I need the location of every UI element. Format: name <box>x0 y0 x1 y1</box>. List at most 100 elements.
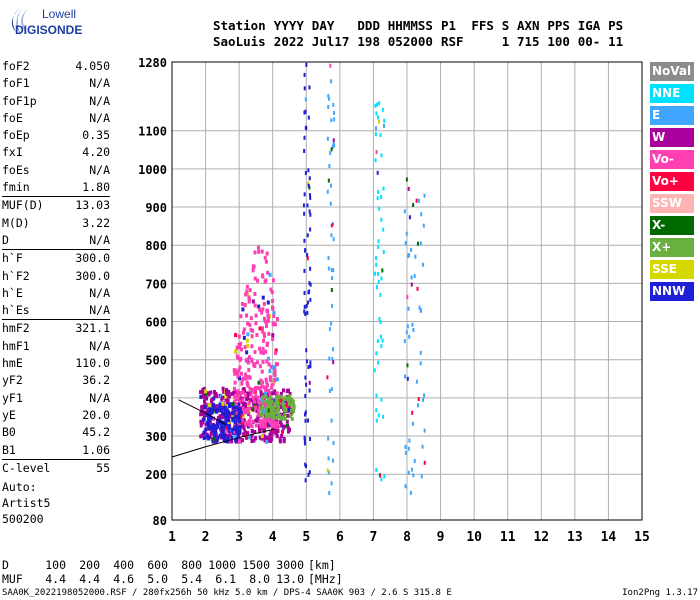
echo-point <box>407 446 410 451</box>
echo-point <box>264 399 268 404</box>
echo-point <box>248 386 252 391</box>
header-cell: FFS <box>471 18 494 33</box>
echo-point <box>383 474 386 479</box>
echo-point <box>278 394 282 399</box>
echo-point <box>331 222 334 227</box>
echo-point <box>236 373 240 378</box>
legend: NoVal NNE E W Vo- Vo+ SSW X- X+ SSE NNW <box>650 62 694 304</box>
header-cell: 11 <box>608 34 624 49</box>
echo-point <box>239 371 243 376</box>
echo-point <box>238 439 242 444</box>
echo-point <box>330 233 333 238</box>
echo-point <box>199 419 203 424</box>
echo-point <box>419 241 422 246</box>
echo-point <box>231 427 235 432</box>
param-value: 3.22 <box>82 215 110 230</box>
echo-point <box>266 300 270 305</box>
echo-point <box>375 262 378 267</box>
echo-point <box>274 418 278 423</box>
echo-point <box>246 431 250 436</box>
muf-cell: 200 <box>79 558 100 572</box>
param-name: M(D) <box>2 215 30 230</box>
muf-unit: [km] <box>308 558 336 572</box>
echo-point <box>246 383 250 388</box>
echo-point <box>268 395 272 400</box>
echo-point <box>250 357 254 362</box>
echo-point <box>246 421 250 426</box>
param-value: 300.0 <box>75 251 110 266</box>
echo-point <box>215 424 219 429</box>
echo-point <box>252 362 256 367</box>
echo-point <box>308 209 311 214</box>
echo-point <box>211 402 215 407</box>
echo-point <box>281 396 285 401</box>
echo-point <box>215 438 219 443</box>
echo-point <box>327 178 330 183</box>
echo-point <box>281 415 285 420</box>
param-name: h`Es <box>2 303 30 318</box>
header-cell: DDD <box>357 18 380 33</box>
echo-point <box>218 403 222 408</box>
param-value: 1.80 <box>82 180 110 195</box>
echo-point <box>201 420 205 425</box>
echo-point <box>224 416 228 421</box>
param-row: h`E N/A <box>2 285 110 302</box>
echo-point <box>407 186 410 191</box>
param-row: hmE 110.0 <box>2 355 110 372</box>
echo-point <box>304 109 307 114</box>
echo-point <box>256 278 260 283</box>
echo-point <box>287 398 291 403</box>
param-row: D N/A <box>2 232 110 249</box>
x-tick-label: 2 <box>202 530 210 545</box>
muf-cell: 5.0 <box>147 572 168 586</box>
echo-point <box>287 402 291 407</box>
echo-point <box>288 391 292 396</box>
param-name: foF1 <box>2 76 30 91</box>
param-value: 55 <box>96 460 110 475</box>
muf-cell: 4.6 <box>113 572 134 586</box>
echo-point <box>231 417 235 422</box>
echo-point <box>254 405 258 410</box>
echo-point <box>214 429 218 434</box>
echo-point <box>422 397 425 402</box>
legend-item: W <box>650 128 694 147</box>
header-cell: 100 <box>547 34 570 49</box>
echo-point <box>326 136 329 141</box>
echo-point <box>247 299 251 304</box>
header-cell: 052000 <box>387 34 433 49</box>
header-cell: 715 <box>516 34 540 49</box>
logo-line1: Lowell <box>42 7 76 21</box>
param-value: N/A <box>89 162 110 177</box>
echo-point <box>406 363 409 368</box>
param-value: 20.0 <box>82 407 110 422</box>
echo-point <box>253 276 257 281</box>
echo-point <box>309 360 312 365</box>
echo-point <box>302 203 305 208</box>
echo-point <box>228 429 232 434</box>
echo-point <box>264 377 268 382</box>
echo-point <box>253 303 257 308</box>
echo-point <box>202 399 206 404</box>
echo-point <box>237 368 241 373</box>
echo-point <box>331 276 334 281</box>
echo-point <box>247 368 251 373</box>
echo-point <box>207 423 211 428</box>
x-tick-label: 15 <box>634 530 650 545</box>
echo-point <box>377 115 380 120</box>
echo-point <box>232 427 236 432</box>
echo-point <box>234 401 238 406</box>
header-cell: YYYY <box>273 18 304 33</box>
echo-point <box>235 426 239 431</box>
echo-point <box>238 418 242 423</box>
echo-point <box>275 424 279 429</box>
echo-point <box>265 402 269 407</box>
echo-point <box>254 386 258 391</box>
echo-point <box>281 401 285 406</box>
echo-point <box>383 123 386 128</box>
y-tick-label: 1280 <box>138 56 167 70</box>
echo-point <box>305 348 308 353</box>
echo-point <box>405 330 408 335</box>
echo-point <box>405 177 408 182</box>
echo-point <box>236 414 240 419</box>
echo-point <box>243 429 247 434</box>
